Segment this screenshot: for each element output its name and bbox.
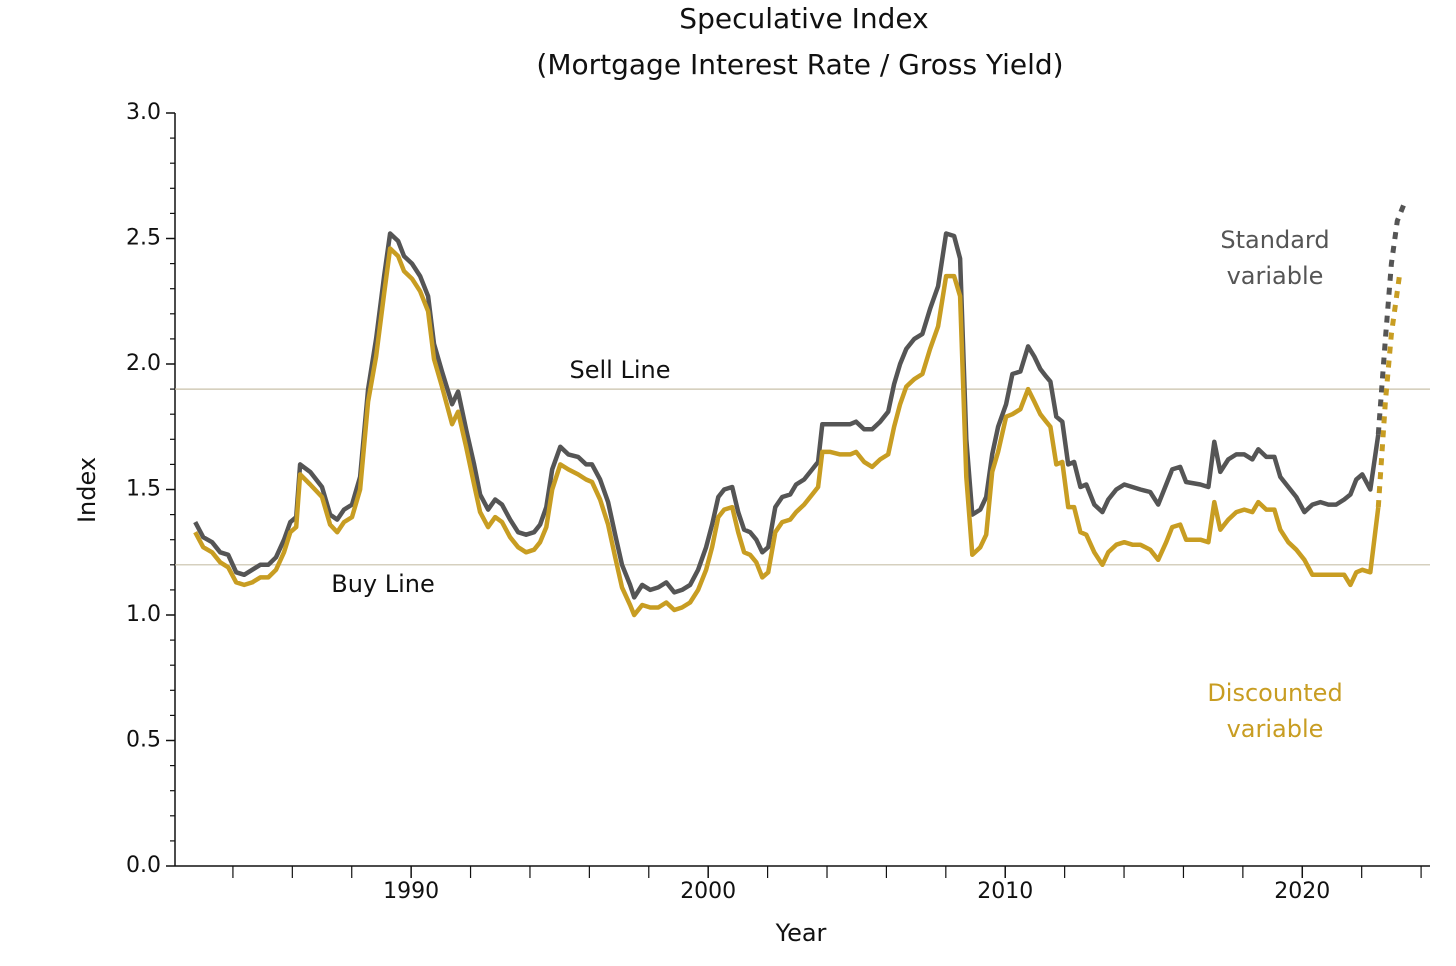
y-tick-label: 1.0 [126,602,161,627]
y-tick-label: 2.0 [126,351,161,376]
forecast-line [1375,275,1402,508]
reference-label: Buy Line [331,570,435,598]
y-tick-label: 0.0 [126,853,161,878]
x-tick-label: 2000 [680,879,736,904]
series-label: Discounted variable [1207,679,1343,743]
forecast-line [1375,199,1408,435]
series-label: Standard variable [1220,226,1330,290]
y-tick-label: 1.5 [126,477,161,502]
series-line [193,231,1381,600]
y-tick-label: 2.5 [126,226,161,251]
x-tick-label: 2020 [1274,879,1330,904]
y-axis-label: Index [73,457,101,523]
y-tick-label: 3.0 [126,100,161,125]
reference-label: Sell Line [570,356,671,384]
x-tick-label: 1990 [383,879,439,904]
series-line [193,246,1381,618]
y-tick-label: 0.5 [126,728,161,753]
chart-title: Speculative Index [679,2,928,35]
x-axis-label: Year [775,919,827,947]
x-tick-label: 2010 [977,879,1033,904]
chart-subtitle: (Mortgage Interest Rate / Gross Yield) [536,48,1063,81]
